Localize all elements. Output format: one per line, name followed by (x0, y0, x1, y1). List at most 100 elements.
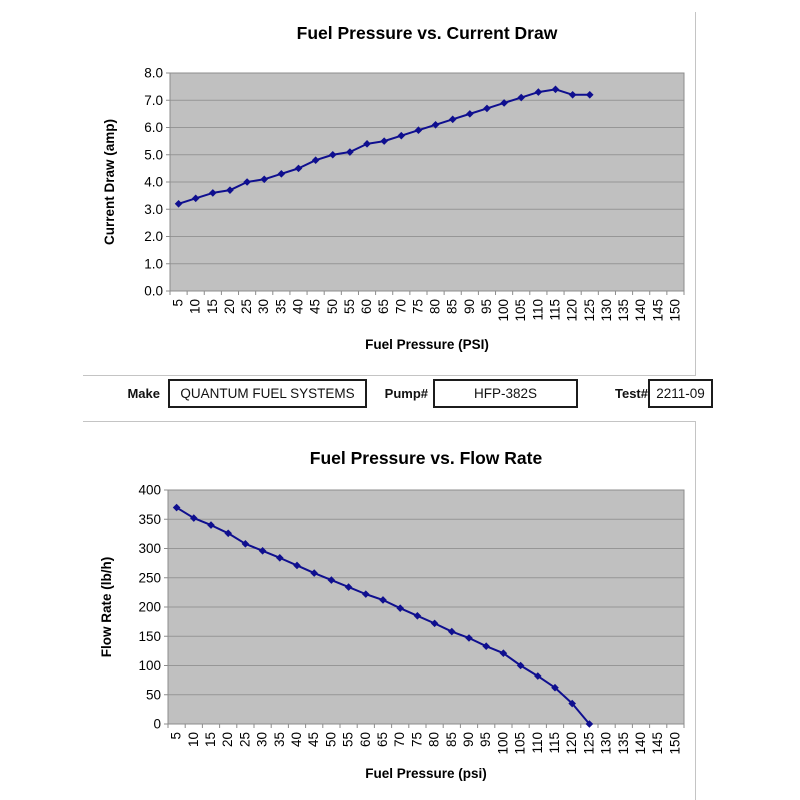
x-tick-label: 70 (393, 299, 408, 314)
pump-number-field[interactable]: HFP-382S (433, 379, 578, 408)
data-point-marker (207, 521, 215, 529)
data-point-marker (293, 561, 301, 570)
x-tick-label: 100 (496, 299, 511, 322)
x-tick-label: 85 (445, 299, 460, 314)
data-point-marker (310, 569, 318, 577)
x-tick-label: 150 (667, 299, 682, 322)
y-tick-label: 8.0 (144, 66, 163, 81)
x-tick-label: 25 (239, 299, 254, 314)
data-point-marker (380, 137, 388, 145)
x-tick-label: 10 (188, 299, 203, 314)
x-tick-label: 145 (650, 732, 665, 755)
data-point-marker (379, 596, 387, 604)
y-tick-label: 300 (138, 541, 161, 556)
x-tick-label: 135 (616, 299, 631, 322)
data-point-marker (241, 540, 250, 548)
data-point-marker (500, 99, 508, 107)
test-number-label: Test# (615, 386, 648, 401)
plot-border (167, 489, 685, 725)
x-tick-label: 125 (582, 299, 597, 322)
data-point-marker (414, 126, 423, 135)
x-tick-label: 70 (392, 732, 407, 747)
make-label: Make (127, 386, 160, 401)
x-tick-label: 55 (342, 299, 357, 314)
x-tick-label: 75 (410, 299, 425, 314)
chart-title: Fuel Pressure vs. Flow Rate (310, 448, 543, 468)
y-tick-label: 2.0 (144, 229, 163, 244)
x-tick-label: 90 (461, 732, 476, 747)
data-point-marker (482, 642, 490, 650)
x-tick-label: 40 (289, 732, 304, 747)
x-tick-label: 45 (306, 732, 321, 747)
x-tick-label: 145 (650, 299, 665, 322)
x-tick-label: 105 (513, 732, 528, 755)
data-point-marker (346, 148, 354, 156)
y-tick-label: 150 (138, 629, 161, 644)
y-tick-label: 400 (138, 483, 161, 498)
x-tick-label: 5 (169, 732, 184, 740)
data-point-marker (448, 627, 456, 636)
data-point-marker (311, 156, 320, 164)
data-point-marker (328, 150, 337, 159)
x-tick-label: 115 (547, 732, 562, 754)
x-tick-label: 130 (599, 299, 614, 322)
flow-rate-chart: 0 50 100 150 200 250 300 350 400 5 10 15 20 25 30 35 40 4… (99, 448, 685, 781)
x-tick-label: 110 (530, 299, 545, 321)
data-point-marker (243, 178, 251, 186)
x-tick-label: 50 (323, 732, 338, 747)
data-point-marker (413, 611, 422, 620)
data-point-marker (327, 576, 336, 584)
data-point-marker (585, 91, 594, 99)
x-tick-label: 35 (272, 732, 287, 747)
x-tick-label: 40 (291, 299, 306, 314)
x-tick-label: 90 (462, 299, 477, 314)
data-point-marker (568, 699, 576, 708)
data-point-marker (209, 189, 217, 197)
make-field[interactable]: QUANTUM FUEL SYSTEMS (168, 379, 367, 408)
y-tick-label: 6.0 (144, 120, 163, 135)
data-point-marker (517, 93, 526, 102)
pump-number-label: Pump# (384, 386, 428, 401)
data-point-marker (396, 604, 404, 612)
data-point-marker (534, 672, 542, 680)
test-number-field[interactable]: 2211-09 (648, 379, 713, 408)
data-point-marker (466, 110, 474, 118)
data-point-marker (344, 583, 353, 591)
y-tick-label: 200 (138, 600, 161, 615)
x-tick-label: 85 (444, 732, 459, 747)
data-point-marker (499, 649, 508, 658)
x-tick-label: 45 (308, 299, 323, 314)
x-tick-label: 65 (376, 299, 391, 314)
x-tick-label: 115 (548, 299, 563, 321)
x-tick-label: 140 (633, 732, 648, 755)
data-point-marker (174, 200, 183, 208)
x-tick-label: 20 (222, 299, 237, 314)
y-tick-label: 0 (153, 717, 161, 732)
data-point-marker (483, 104, 491, 113)
current-draw-chart-panel: 0.0 1.0 2.0 3.0 4.0 5.0 6.0 7.0 8.0 5 10 15 20 25 30 35… (83, 12, 696, 376)
y-tick-label: 3.0 (144, 202, 163, 217)
x-tick-label: 130 (599, 732, 614, 755)
data-point-marker (277, 170, 286, 178)
data-point-marker (363, 140, 371, 148)
data-point-marker (448, 115, 457, 124)
y-tick-label: 100 (138, 658, 161, 673)
data-point-marker (534, 88, 543, 96)
x-tick-label: 75 (409, 732, 424, 747)
x-tick-label: 35 (273, 299, 288, 314)
data-point-marker (258, 547, 267, 555)
x-tick-label: 80 (427, 732, 442, 747)
x-tick-label: 95 (478, 732, 493, 747)
x-tick-label: 135 (616, 732, 631, 755)
x-axis-title: Fuel Pressure (psi) (365, 766, 487, 781)
data-point-marker (226, 186, 234, 194)
plot-border (169, 72, 685, 292)
x-tick-label: 100 (495, 732, 510, 755)
x-tick-label: 80 (428, 299, 443, 314)
current-draw-chart: 0.0 1.0 2.0 3.0 4.0 5.0 6.0 7.0 8.0 5 10 15 20 25 30 35… (102, 23, 685, 352)
x-tick-label: 25 (237, 732, 252, 747)
y-tick-label: 4.0 (144, 175, 163, 190)
y-tick-label: 50 (146, 687, 161, 702)
x-tick-label: 120 (565, 299, 580, 322)
chart-title: Fuel Pressure vs. Current Draw (297, 23, 558, 43)
